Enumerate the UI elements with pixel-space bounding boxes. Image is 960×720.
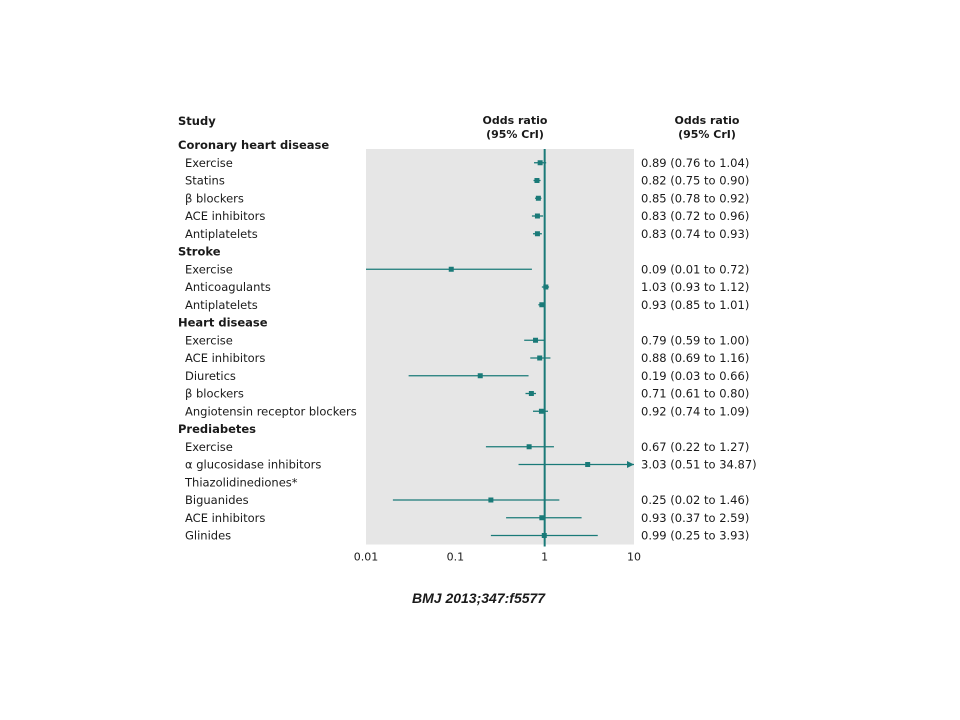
row-label: Statins (185, 174, 225, 188)
row-label: Diuretics (185, 369, 236, 383)
row-label: Exercise (185, 262, 233, 276)
plot-header-line1: Odds ratio (482, 114, 548, 127)
plot-panel (366, 149, 634, 545)
point-estimate (534, 231, 540, 237)
point-estimate (535, 195, 541, 201)
value-column-header: Odds ratio (95% CrI) (642, 114, 772, 142)
row-label: Glinides (185, 529, 231, 543)
point-estimate (585, 462, 591, 467)
or-value: 0.99 (0.25 to 3.93) (641, 529, 749, 543)
row-label: Angiotensin receptor blockers (185, 404, 357, 418)
or-value: 0.88 (0.69 to 1.16) (641, 351, 749, 365)
group-label: Coronary heart disease (178, 138, 329, 152)
row-label: Thiazolidinediones* (184, 475, 298, 489)
row-label: ACE inhibitors (185, 209, 265, 223)
or-value: 0.89 (0.76 to 1.04) (641, 156, 749, 170)
row-label: ACE inhibitors (185, 511, 265, 525)
or-value: 0.09 (0.01 to 0.72) (641, 262, 749, 276)
group-label: Prediabetes (178, 422, 256, 436)
point-estimate (543, 284, 549, 290)
row-label: Biguanides (185, 493, 249, 507)
point-estimate (477, 373, 483, 379)
row-label: β blockers (185, 191, 244, 205)
or-value: 0.71 (0.61 to 0.80) (641, 387, 749, 401)
row-label: Antiplatelets (185, 298, 258, 312)
point-estimate (537, 160, 543, 166)
or-value: 0.92 (0.74 to 1.09) (641, 404, 749, 418)
value-header-line2: (95% CrI) (678, 128, 736, 141)
group-label: Stroke (178, 245, 221, 259)
point-estimate (539, 302, 545, 308)
point-estimate (528, 391, 534, 396)
group-label: Heart disease (178, 316, 268, 330)
point-estimate (537, 355, 543, 361)
point-estimate (538, 408, 544, 414)
or-value: 0.79 (0.59 to 1.00) (641, 333, 749, 347)
x-tick-label: 1 (541, 551, 548, 564)
or-value: 0.82 (0.75 to 0.90) (641, 174, 749, 188)
row-label: ACE inhibitors (185, 351, 265, 365)
ci-arrow (627, 461, 634, 468)
study-column-header: Study (178, 114, 216, 128)
row-label: Anticoagulants (185, 280, 271, 294)
or-value: 0.19 (0.03 to 0.66) (641, 369, 749, 383)
row-label: Exercise (185, 333, 233, 347)
or-value: 0.83 (0.72 to 0.96) (641, 209, 749, 223)
or-value: 3.03 (0.51 to 34.87) (641, 458, 757, 472)
or-value: 0.25 (0.02 to 1.46) (641, 493, 749, 507)
point-estimate (539, 515, 545, 521)
or-value: 1.03 (0.93 to 1.12) (641, 280, 749, 294)
row-label: Exercise (185, 156, 233, 170)
point-estimate (533, 337, 539, 343)
point-estimate (488, 497, 494, 503)
plot-header-line2: (95% CrI) (486, 128, 544, 141)
or-value: 0.85 (0.78 to 0.92) (641, 191, 749, 205)
x-tick-label: 10 (627, 551, 641, 564)
point-estimate (541, 533, 547, 538)
point-estimate (526, 444, 532, 450)
or-value: 0.67 (0.22 to 1.27) (641, 440, 749, 454)
or-value: 0.93 (0.37 to 2.59) (641, 511, 749, 525)
row-label: Antiplatelets (185, 227, 258, 241)
point-estimate (448, 266, 454, 272)
value-header-line1: Odds ratio (674, 114, 740, 127)
row-label: α glucosidase inhibitors (185, 458, 321, 472)
or-value: 0.93 (0.85 to 1.01) (641, 298, 749, 312)
plot-column-header: Odds ratio (95% CrI) (450, 114, 580, 142)
row-label: β blockers (185, 387, 244, 401)
point-estimate (534, 213, 540, 219)
citation: BMJ 2013;347:f5577 (412, 590, 546, 606)
x-tick-label: 0.1 (447, 551, 465, 564)
x-tick-label: 0.01 (354, 551, 379, 564)
or-value: 0.83 (0.74 to 0.93) (641, 227, 749, 241)
row-label: Exercise (185, 440, 233, 454)
point-estimate (534, 178, 540, 183)
